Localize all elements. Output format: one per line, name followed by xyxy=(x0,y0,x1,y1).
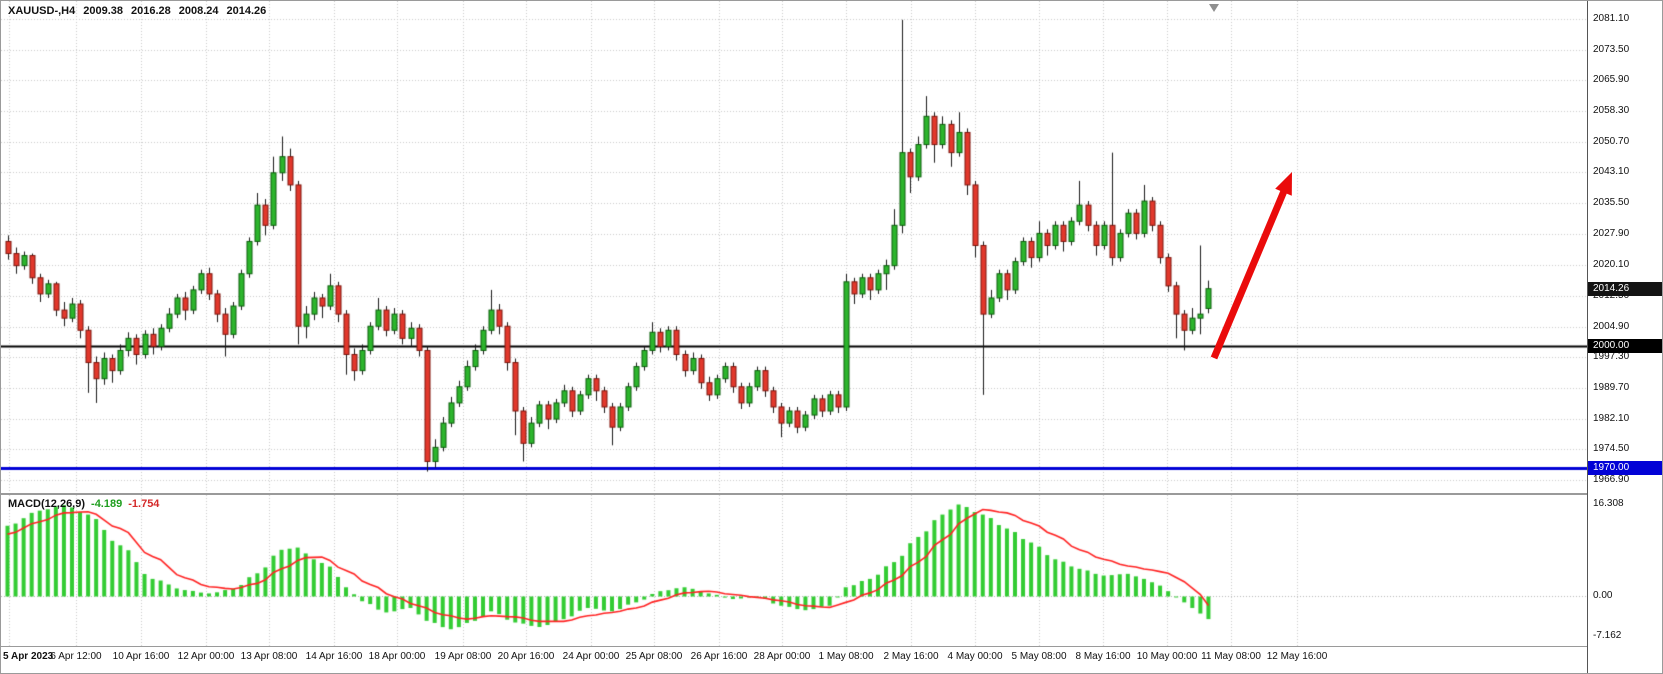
time-axis-label: 8 May 16:00 xyxy=(1075,651,1131,662)
time-axis-label: 25 Apr 08:00 xyxy=(625,651,683,662)
price-axis-label: 2004.90 xyxy=(1593,320,1630,332)
price-axis-label: 2043.10 xyxy=(1593,166,1630,178)
price-axis-label: 1997.30 xyxy=(1593,351,1630,363)
trend-arrow-head[interactable] xyxy=(1275,172,1292,196)
price-axis-label: 2035.50 xyxy=(1593,197,1630,209)
time-axis-label: 26 Apr 16:00 xyxy=(690,651,748,662)
time-axis-label: 28 Apr 00:00 xyxy=(753,651,811,662)
time-axis-label: 2 May 16:00 xyxy=(883,651,939,662)
macd-signal-value: -1.754 xyxy=(128,498,160,510)
ohlc-open: 2009.38 xyxy=(83,5,123,17)
time-axis-label: 1 May 08:00 xyxy=(818,651,874,662)
time-axis-label: 10 May 00:00 xyxy=(1136,651,1198,662)
macd-axis-label: 0.00 xyxy=(1593,589,1613,601)
macd-main-value: -4.189 xyxy=(91,498,123,510)
time-axis-divider xyxy=(1,646,1662,647)
time-axis-label: 12 May 16:00 xyxy=(1266,651,1328,662)
time-axis-label: 20 Apr 16:00 xyxy=(497,651,555,662)
price-axis-label: 2020.10 xyxy=(1593,259,1630,271)
chart-shift-marker-icon[interactable] xyxy=(1209,4,1219,12)
price-axis-label: 2050.70 xyxy=(1593,135,1630,147)
ohlc-low: 2008.24 xyxy=(178,5,219,17)
time-axis-label: 5 May 08:00 xyxy=(1011,651,1067,662)
time-axis-label: 13 Apr 08:00 xyxy=(240,651,298,662)
price-axis-label: 1982.10 xyxy=(1593,412,1630,424)
price-axis-label: 1989.70 xyxy=(1593,381,1630,393)
ohlc-high: 2016.28 xyxy=(131,5,171,17)
current-price-badge: 2014.26 xyxy=(1588,281,1662,296)
price-axis-label: 2065.90 xyxy=(1593,74,1630,86)
trend-arrow-annotation[interactable] xyxy=(1,1,1587,493)
price-axis-label: 1966.90 xyxy=(1593,474,1630,486)
time-axis-label: 10 Apr 16:00 xyxy=(112,651,170,662)
macd-indicator-label: MACD(12,26,9) -4.189 -1.754 xyxy=(8,498,165,510)
price-axis-label: 2073.50 xyxy=(1593,43,1630,55)
time-axis-label: 5 Apr 2023 xyxy=(3,651,54,662)
time-axis-label: 4 May 00:00 xyxy=(947,651,1003,662)
candlestick-chart-canvas[interactable] xyxy=(1,1,1587,493)
price-axis-label: 2027.90 xyxy=(1593,227,1630,239)
time-axis-label: 11 May 08:00 xyxy=(1201,651,1261,662)
symbol-period-label: XAUUSD-,H4 xyxy=(8,5,76,17)
macd-name: MACD(12,26,9) xyxy=(8,498,86,510)
price-axis-label: 2081.10 xyxy=(1593,13,1630,24)
trend-arrow-shaft[interactable] xyxy=(1210,187,1289,360)
price-axis-label: 2058.30 xyxy=(1593,105,1630,117)
time-axis-label: 6 Apr 12:00 xyxy=(50,651,102,662)
time-axis-label: 18 Apr 00:00 xyxy=(368,651,426,662)
chart-ohlc-header: XAUUSD-,H4 2009.38 2016.28 2008.24 2014.26 xyxy=(8,5,274,17)
time-axis-label: 14 Apr 16:00 xyxy=(305,651,363,662)
macd-axis-label: -7.162 xyxy=(1593,629,1622,641)
price-axis[interactable]: 2081.10 2073.50 2065.90 2058.30 2050.70 2043.… xyxy=(1587,1,1662,673)
ohlc-close: 2014.26 xyxy=(226,5,267,17)
price-axis-label: 1974.50 xyxy=(1593,443,1630,455)
macd-axis-label: 16.308 xyxy=(1593,498,1624,510)
time-axis[interactable]: 5 Apr 2023 6 Apr 12:00 10 Apr 16:00 12 Apr … xyxy=(1,647,1587,673)
time-axis-label: 19 Apr 08:00 xyxy=(434,651,492,662)
time-axis-label: 24 Apr 00:00 xyxy=(562,651,620,662)
macd-indicator-canvas[interactable] xyxy=(1,495,1587,646)
level-price-badge: 1970.00 xyxy=(1588,460,1662,475)
pane-divider[interactable] xyxy=(1,493,1662,495)
time-axis-label: 12 Apr 00:00 xyxy=(177,651,235,662)
level-price-badge: 2000.00 xyxy=(1588,339,1662,354)
